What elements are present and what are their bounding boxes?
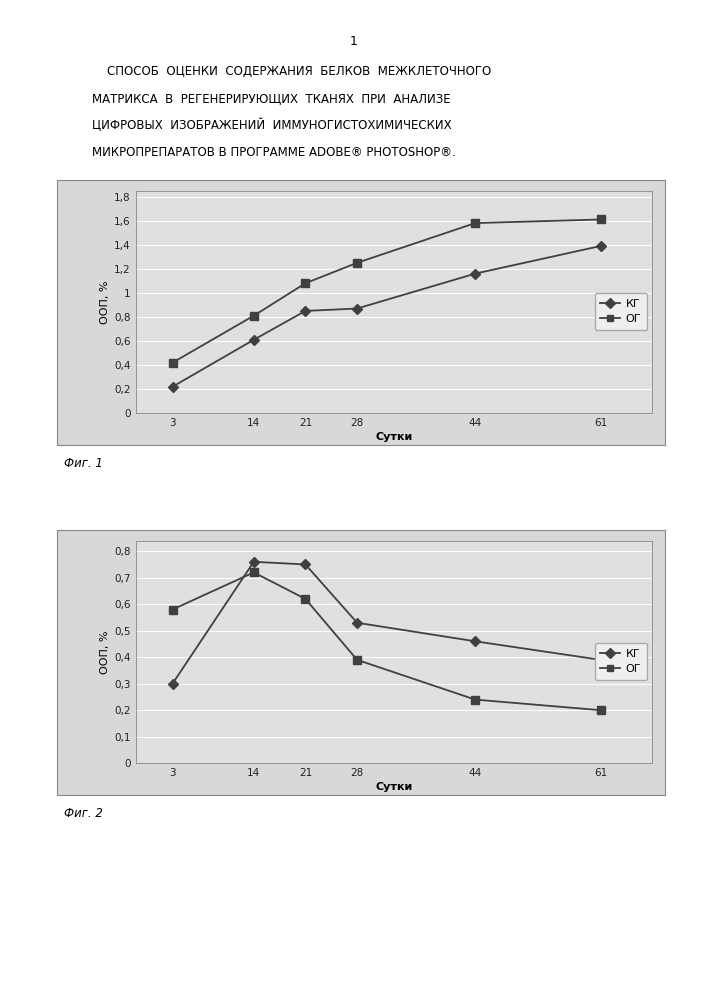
ОГ (353, 257, 361, 269)
КГ (250, 556, 258, 568)
ОГ (250, 310, 258, 322)
КГ (168, 678, 177, 690)
Text: Фиг. 2: Фиг. 2 (64, 807, 103, 820)
ОГ (168, 603, 177, 615)
Line: КГ: КГ (169, 242, 604, 391)
Text: ЦИФРОВЫХ  ИЗОБРАЖЕНИЙ  ИММУНОГИСТОХИМИЧЕСКИХ: ЦИФРОВЫХ ИЗОБРАЖЕНИЙ ИММУНОГИСТОХИМИЧЕСК… (92, 119, 452, 132)
КГ (597, 240, 605, 252)
ОГ (353, 654, 361, 666)
X-axis label: Сутки: Сутки (375, 782, 413, 792)
ОГ (597, 704, 605, 716)
X-axis label: Сутки: Сутки (375, 432, 413, 442)
Text: СПОСОБ  ОЦЕНКИ  СОДЕРЖАНИЯ  БЕЛКОВ  МЕЖКЛЕТОЧНОГО: СПОСОБ ОЦЕНКИ СОДЕРЖАНИЯ БЕЛКОВ МЕЖКЛЕТО… (92, 65, 491, 78)
КГ (353, 617, 361, 629)
КГ (471, 635, 479, 647)
КГ (250, 334, 258, 346)
Legend: КГ, ОГ: КГ, ОГ (595, 643, 647, 680)
КГ (353, 303, 361, 315)
Line: ОГ: ОГ (169, 569, 604, 714)
Text: МАТРИКСА  В  РЕГЕНЕРИРУЮЩИХ  ТКАНЯХ  ПРИ  АНАЛИЗЕ: МАТРИКСА В РЕГЕНЕРИРУЮЩИХ ТКАНЯХ ПРИ АНА… (92, 92, 450, 105)
Text: Фиг. 1: Фиг. 1 (64, 457, 103, 470)
КГ (471, 268, 479, 280)
Legend: КГ, ОГ: КГ, ОГ (595, 293, 647, 330)
Line: ОГ: ОГ (169, 216, 604, 366)
Line: КГ: КГ (169, 558, 604, 688)
КГ (301, 558, 310, 570)
КГ (168, 381, 177, 393)
Text: 1: 1 (349, 35, 358, 48)
ОГ (301, 593, 310, 605)
ОГ (168, 357, 177, 369)
Text: МИКРОПРЕПАРАТОВ В ПРОГРАММЕ ADOBE® PHOTOSHOP®.: МИКРОПРЕПАРАТОВ В ПРОГРАММЕ ADOBE® PHOTO… (92, 146, 455, 159)
ОГ (250, 566, 258, 578)
Y-axis label: ООП, %: ООП, % (100, 280, 110, 324)
ОГ (301, 277, 310, 289)
ОГ (471, 217, 479, 229)
ОГ (597, 213, 605, 225)
Y-axis label: ООП, %: ООП, % (100, 630, 110, 674)
КГ (597, 654, 605, 666)
ОГ (471, 694, 479, 706)
КГ (301, 305, 310, 317)
